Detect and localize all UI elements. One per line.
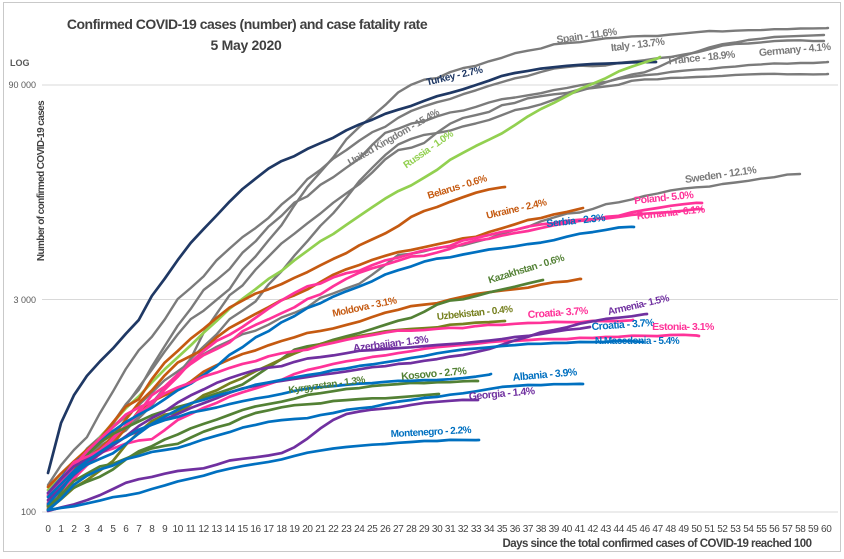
svg-text:LOG: LOG xyxy=(10,58,30,68)
svg-text:90 000: 90 000 xyxy=(8,80,36,90)
svg-text:38: 38 xyxy=(536,524,547,535)
svg-text:59: 59 xyxy=(808,524,819,535)
svg-text:35: 35 xyxy=(497,524,508,535)
svg-text:11: 11 xyxy=(186,524,196,535)
svg-text:51: 51 xyxy=(704,524,715,535)
svg-text:Estonia- 3.1%: Estonia- 3.1% xyxy=(652,321,715,333)
svg-text:21: 21 xyxy=(315,524,326,535)
svg-text:37: 37 xyxy=(523,524,534,535)
svg-text:15: 15 xyxy=(237,524,248,535)
svg-text:40: 40 xyxy=(562,524,573,535)
svg-text:52: 52 xyxy=(717,524,728,535)
svg-text:7: 7 xyxy=(136,524,142,535)
svg-text:12: 12 xyxy=(198,524,209,535)
svg-text:5: 5 xyxy=(110,524,116,535)
svg-text:Albania - 3.9%: Albania - 3.9% xyxy=(512,366,578,384)
svg-text:44: 44 xyxy=(614,524,625,535)
svg-text:23: 23 xyxy=(341,524,352,535)
svg-text:34: 34 xyxy=(484,524,495,535)
svg-text:2: 2 xyxy=(71,524,77,535)
svg-text:17: 17 xyxy=(263,524,274,535)
svg-text:Montenegro - 2.2%: Montenegro - 2.2% xyxy=(390,425,471,440)
svg-text:0: 0 xyxy=(45,524,51,535)
svg-text:Days since the total confirmed: Days since the total confirmed cases of … xyxy=(503,538,812,550)
svg-text:1: 1 xyxy=(58,524,64,535)
svg-text:13: 13 xyxy=(211,524,222,535)
svg-text:30: 30 xyxy=(432,524,443,535)
svg-text:58: 58 xyxy=(795,524,806,535)
svg-text:3: 3 xyxy=(84,524,90,535)
svg-text:4: 4 xyxy=(97,524,103,535)
svg-text:55: 55 xyxy=(756,524,767,535)
svg-text:18: 18 xyxy=(276,524,287,535)
svg-text:47: 47 xyxy=(652,524,663,535)
svg-text:24: 24 xyxy=(354,524,365,535)
svg-text:39: 39 xyxy=(549,524,560,535)
svg-text:60: 60 xyxy=(821,524,832,535)
svg-text:27: 27 xyxy=(393,524,404,535)
svg-text:54: 54 xyxy=(743,524,754,535)
svg-text:53: 53 xyxy=(730,524,741,535)
svg-text:Georgia - 1.4%: Georgia - 1.4% xyxy=(468,385,536,403)
svg-text:9: 9 xyxy=(162,524,168,535)
svg-text:48: 48 xyxy=(665,524,676,535)
svg-text:28: 28 xyxy=(406,524,417,535)
svg-text:33: 33 xyxy=(471,524,482,535)
svg-text:10: 10 xyxy=(173,524,184,535)
svg-text:31: 31 xyxy=(445,524,456,535)
svg-text:45: 45 xyxy=(626,524,637,535)
svg-text:N.Macedonia - 5.4%: N.Macedonia - 5.4% xyxy=(595,336,680,347)
svg-text:16: 16 xyxy=(250,524,261,535)
svg-text:19: 19 xyxy=(289,524,300,535)
svg-text:56: 56 xyxy=(769,524,780,535)
svg-text:8: 8 xyxy=(149,524,155,535)
svg-text:20: 20 xyxy=(302,524,313,535)
svg-text:100: 100 xyxy=(21,507,36,517)
svg-text:46: 46 xyxy=(639,524,650,535)
svg-text:36: 36 xyxy=(510,524,521,535)
svg-text:49: 49 xyxy=(678,524,689,535)
svg-text:6: 6 xyxy=(123,524,129,535)
svg-text:50: 50 xyxy=(691,524,702,535)
svg-text:25: 25 xyxy=(367,524,378,535)
svg-text:3 000: 3 000 xyxy=(13,295,36,305)
svg-text:Confirmed COVID-19 cases (numb: Confirmed COVID-19 cases (number) and ca… xyxy=(67,16,428,32)
svg-text:5 May 2020: 5 May 2020 xyxy=(211,37,282,53)
svg-text:Number of confirmed COVID-19 c: Number of confirmed COVID-19 cases xyxy=(36,100,47,261)
svg-text:Croatia- 3.7%: Croatia- 3.7% xyxy=(527,305,589,321)
svg-text:43: 43 xyxy=(601,524,612,535)
svg-text:42: 42 xyxy=(588,524,599,535)
svg-text:Croatia - 3.7%: Croatia - 3.7% xyxy=(591,317,655,333)
svg-text:Kosovo - 2.7%: Kosovo - 2.7% xyxy=(401,365,468,383)
svg-text:32: 32 xyxy=(458,524,469,535)
svg-text:57: 57 xyxy=(782,524,793,535)
svg-text:14: 14 xyxy=(224,524,235,535)
svg-text:22: 22 xyxy=(328,524,339,535)
svg-text:26: 26 xyxy=(380,524,391,535)
svg-text:41: 41 xyxy=(575,524,586,535)
svg-text:29: 29 xyxy=(419,524,430,535)
